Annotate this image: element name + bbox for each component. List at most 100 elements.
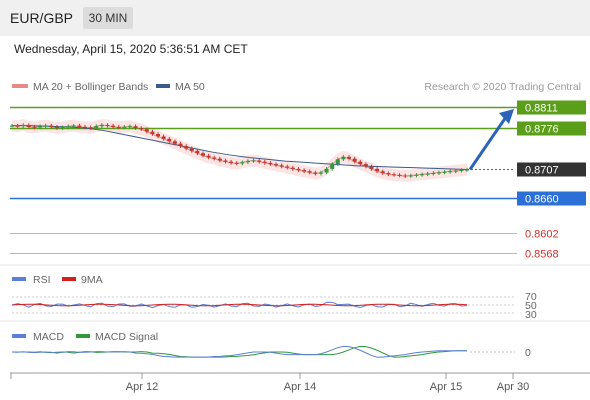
candle-body (347, 156, 352, 159)
candle-body (341, 156, 346, 160)
candle-body (150, 131, 155, 135)
candle-body (414, 174, 419, 176)
candle-body (60, 127, 65, 129)
candle-body (172, 141, 177, 144)
price-level-label: 0.8776 (525, 124, 559, 136)
candle-body (431, 173, 436, 175)
candle-body (32, 126, 37, 128)
support-price-tag (517, 191, 586, 206)
candle-body (290, 167, 295, 169)
candle-body (195, 150, 200, 154)
macd-signal-legend-label: MACD Signal (95, 331, 158, 343)
x-tick-label: Apr 14 (284, 381, 316, 393)
price-level-label: 0.8811 (525, 103, 558, 115)
candle-body (217, 158, 222, 161)
candle-body (161, 136, 166, 139)
candle-body (391, 174, 396, 176)
price-level-label: 0.8568 (525, 249, 559, 261)
rsi-ma-legend-label: 9MA (81, 274, 103, 286)
candle-body (251, 160, 256, 162)
candle-body (94, 126, 99, 129)
macd-tick-0: 0 (525, 347, 531, 359)
candle-body (386, 173, 391, 175)
candle-body (420, 174, 425, 176)
bollinger-legend-label: MA 20 + Bollinger Bands (33, 81, 148, 93)
candle-body (324, 168, 329, 173)
macd-legend-swatch (12, 334, 26, 338)
candle-body (156, 134, 161, 137)
candle-body (66, 126, 71, 128)
candle-body (375, 168, 380, 172)
candle-body (296, 168, 301, 171)
candle-body (380, 171, 385, 174)
candle-body (403, 175, 408, 177)
rsi-tick-50: 50 (525, 300, 537, 312)
candle-body (436, 172, 441, 174)
candle-body (10, 125, 14, 127)
candle-body (313, 172, 318, 174)
chart-header: EUR/GBP 30 MIN (0, 0, 590, 36)
x-axis: Apr 12 Apr 14 Apr 15 Apr 30 (10, 372, 590, 393)
x-tick-label: Apr 30 (497, 381, 529, 393)
candle-body (49, 125, 54, 127)
candle-body (116, 126, 121, 128)
candle-body (133, 126, 138, 129)
resistance-price-tag (517, 100, 586, 115)
candle-body (245, 161, 250, 163)
candle-body (189, 148, 194, 151)
rsi-tick-30: 30 (525, 309, 537, 321)
candle-body (262, 161, 267, 163)
price-level-label: 0.8707 (525, 165, 559, 177)
candle-body (38, 126, 43, 128)
bollinger-legend-swatch (12, 84, 28, 88)
candle-body (71, 125, 76, 127)
candle-body (240, 162, 245, 164)
candle-body (459, 170, 464, 172)
candle-body (43, 125, 48, 127)
candle-body (83, 126, 88, 128)
rsi-ma-legend-swatch (62, 277, 76, 281)
candle-body (363, 164, 368, 167)
candle-body (184, 146, 189, 149)
candle-body (105, 125, 110, 127)
candle-body (369, 166, 374, 169)
candle-body (302, 170, 307, 172)
rsi-ma-line (11, 303, 468, 307)
candle-body (99, 125, 104, 127)
candle-body (318, 172, 323, 174)
candle-body (335, 159, 340, 165)
main-legend: MA 20 + Bollinger Bands MA 50 Research ©… (12, 81, 581, 93)
candle-body (127, 126, 132, 128)
price-level-label: 0.8602 (525, 229, 559, 241)
candle-body (178, 143, 183, 147)
candle-body (229, 161, 234, 163)
candle-body (279, 165, 284, 167)
candle-body (330, 164, 335, 169)
candle-body (21, 125, 26, 127)
candle-body (26, 125, 31, 127)
candle-body (167, 138, 172, 142)
candle-body (206, 155, 211, 158)
macd-legend-label: MACD (33, 331, 64, 343)
candle-body (88, 127, 93, 129)
candle-body (257, 160, 262, 162)
candle-body (54, 126, 59, 129)
macd-signal-legend-swatch (76, 334, 90, 338)
candle-body (307, 171, 312, 173)
timestamp: Wednesday, April 15, 2020 5:36:51 AM CET (14, 42, 248, 56)
candles (10, 123, 469, 178)
candle-body (453, 170, 458, 172)
price-level-lines (10, 106, 517, 254)
candle-body (122, 126, 127, 128)
price-level-tags: 0.8811 0.8776 0.8707 0.8660 0.8602 0.8568 (517, 100, 586, 261)
ma50-line-group (12, 125, 468, 170)
forecast-arrow-head (499, 109, 514, 124)
candle-body (465, 169, 469, 171)
timeframe-button[interactable]: 30 MIN (83, 7, 133, 29)
price-level-label: 0.8660 (525, 194, 559, 206)
candle-body (285, 166, 290, 168)
macd-line (11, 345, 467, 358)
candle-body (234, 162, 239, 164)
candle-body (200, 153, 205, 156)
